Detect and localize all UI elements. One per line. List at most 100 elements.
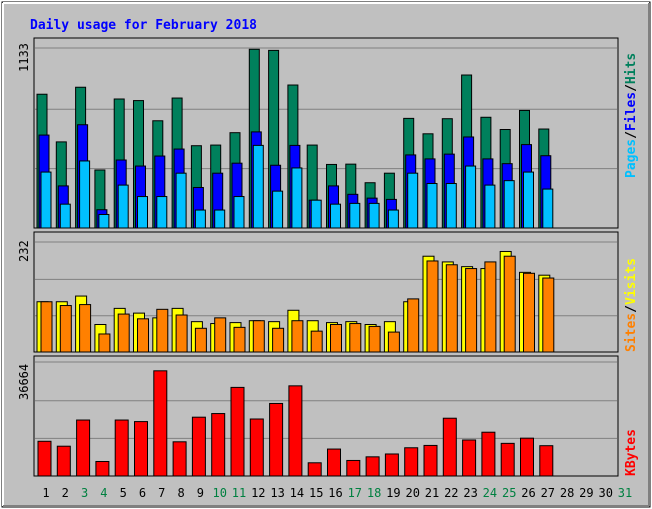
bar-pages-day-15: [310, 199, 322, 229]
x-label-day-11: 11: [232, 486, 246, 500]
bar-sites-day-22: [445, 264, 458, 353]
x-label-day-15: 15: [309, 486, 323, 500]
x-label-day-5: 5: [120, 486, 127, 500]
bar-pages-day-13: [272, 190, 284, 229]
bar-pages-day-2: [59, 203, 71, 229]
bar-kbytes-day-17: [346, 459, 361, 477]
x-label-day-26: 26: [521, 486, 535, 500]
bar-kbytes-day-19: [384, 453, 399, 477]
bar-sites-day-12: [252, 320, 265, 353]
bar-pages-day-18: [368, 202, 380, 229]
bar-sites-day-5: [117, 313, 130, 353]
bar-pages-day-10: [214, 209, 226, 229]
bar-sites-day-21: [426, 260, 439, 353]
legend-files: Files: [624, 92, 639, 131]
x-label-day-10: 10: [212, 486, 226, 500]
legend-pages: Pages: [624, 139, 639, 178]
bar-kbytes-day-12: [249, 418, 264, 477]
bar-pages-day-23: [465, 165, 477, 229]
bar-kbytes-day-10: [211, 413, 226, 477]
x-label-day-12: 12: [251, 486, 265, 500]
chart-marks: [35, 47, 617, 477]
bar-kbytes-day-7: [153, 370, 168, 477]
x-label-day-2: 2: [62, 486, 69, 500]
x-label-day-8: 8: [177, 486, 184, 500]
legend-hits-panel: Pages/Files/Hits: [624, 53, 639, 178]
bar-sites-day-17: [349, 323, 362, 353]
bar-sites-day-16: [330, 324, 342, 353]
bar-kbytes-day-6: [134, 421, 148, 477]
x-label-day-16: 16: [328, 486, 342, 500]
bar-kbytes-day-23: [462, 439, 477, 477]
bar-sites-day-2: [59, 305, 72, 353]
bar-sites-day-19: [387, 331, 400, 353]
bar-kbytes-day-15: [307, 462, 322, 477]
bar-pages-day-16: [330, 203, 341, 229]
y-tick-visits: 232: [17, 240, 31, 262]
bar-pages-day-4: [98, 213, 110, 229]
bar-sites-day-27: [542, 277, 555, 353]
x-label-day-31: 31: [618, 486, 632, 500]
bar-sites-day-13: [272, 327, 285, 353]
legend-sep-1: /: [624, 131, 639, 139]
legend-kbytes: KBytes: [624, 429, 639, 476]
bar-kbytes-day-21: [423, 444, 438, 477]
bar-sites-day-10: [214, 317, 227, 353]
bar-sites-day-24: [484, 261, 497, 353]
legend-visits-panel: Sites/Visits: [624, 258, 639, 352]
bar-pages-day-26: [523, 171, 534, 229]
x-axis-labels: 1 2 3 4 5 6 7 8 9 10 11 12 13 14 15 16 17 18 19 20 21 22 23 24 2…: [42, 486, 632, 500]
bar-pages-day-22: [445, 183, 457, 229]
bar-pages-day-3: [79, 160, 91, 229]
bar-sites-day-25: [503, 255, 516, 353]
bar-pages-day-12: [252, 144, 264, 229]
bar-kbytes-day-24: [481, 431, 496, 477]
legend-sep-3: /: [624, 305, 639, 313]
chart-title: Daily usage for February 2018: [30, 18, 257, 33]
bar-kbytes-day-5: [114, 419, 129, 477]
bar-sites-day-3: [79, 304, 92, 353]
x-label-day-4: 4: [100, 486, 107, 500]
legend-sites: Sites: [624, 313, 639, 352]
x-label-day-13: 13: [270, 486, 284, 500]
bar-sites-day-1: [40, 301, 53, 353]
bar-pages-day-9: [194, 209, 206, 229]
bar-pages-day-19: [387, 209, 399, 229]
bar-pages-day-11: [233, 196, 245, 229]
bar-kbytes-day-22: [442, 417, 457, 477]
bar-sites-day-4: [98, 333, 111, 353]
bar-kbytes-day-1: [37, 440, 52, 477]
bar-pages-day-8: [175, 172, 187, 229]
bar-kbytes-day-4: [95, 460, 110, 477]
bar-kbytes-day-8: [172, 441, 187, 477]
bar-kbytes-day-9: [191, 416, 206, 477]
legend-sep-2: /: [624, 84, 639, 92]
x-label-day-30: 30: [598, 486, 612, 500]
x-label-day-9: 9: [197, 486, 204, 500]
bar-kbytes-day-14: [288, 385, 303, 477]
x-label-day-3: 3: [81, 486, 88, 500]
bar-pages-day-5: [117, 184, 129, 229]
bar-kbytes-day-13: [269, 402, 284, 477]
bar-sites-day-9: [194, 327, 207, 353]
x-label-day-14: 14: [290, 486, 304, 500]
bar-pages-day-14: [291, 167, 303, 229]
bar-pages-day-27: [542, 188, 554, 229]
bar-sites-day-11: [233, 326, 246, 353]
x-label-day-18: 18: [367, 486, 381, 500]
x-label-day-25: 25: [502, 486, 516, 500]
x-label-day-22: 22: [444, 486, 458, 500]
bar-sites-day-15: [310, 330, 323, 353]
bar-kbytes-day-25: [500, 442, 515, 477]
bar-kbytes-day-16: [327, 448, 341, 477]
bar-pages-day-25: [503, 180, 515, 229]
bar-kbytes-day-2: [56, 445, 71, 477]
legend-visits: Visits: [624, 258, 639, 305]
x-label-day-17: 17: [348, 486, 362, 500]
x-label-day-23: 23: [463, 486, 477, 500]
x-label-day-24: 24: [483, 486, 497, 500]
bar-kbytes-day-26: [520, 437, 534, 477]
bar-kbytes-day-11: [230, 386, 245, 477]
x-label-day-20: 20: [405, 486, 419, 500]
